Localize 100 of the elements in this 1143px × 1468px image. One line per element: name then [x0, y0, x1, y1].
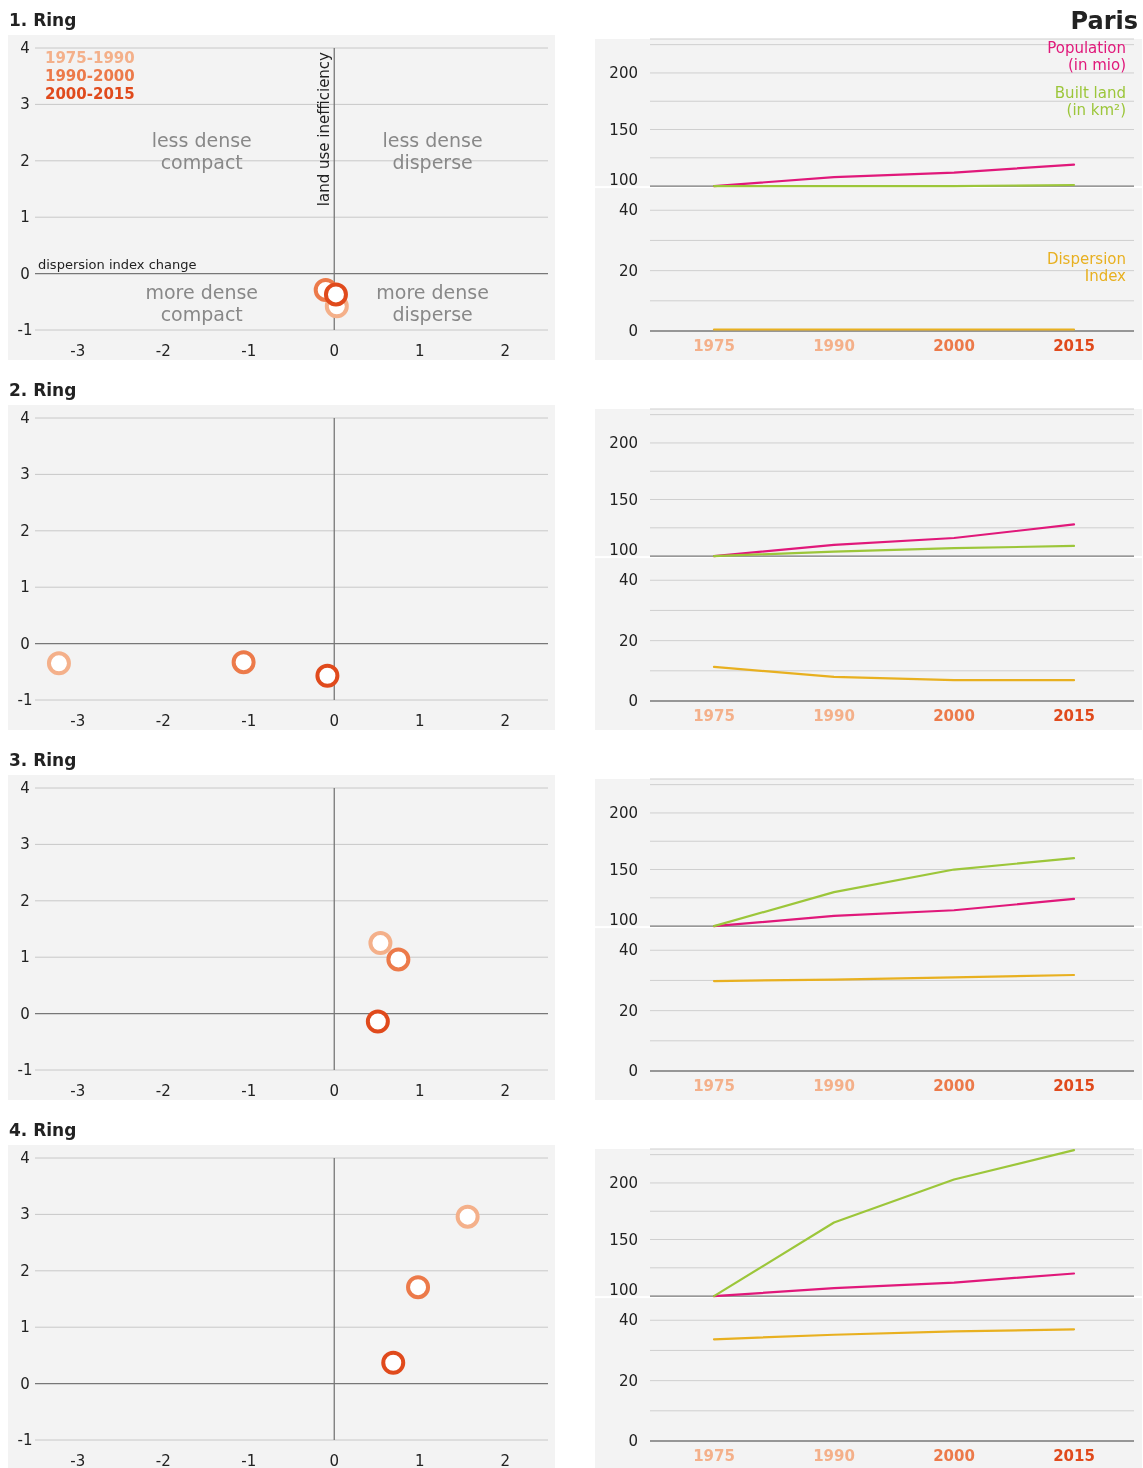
chart-title: Paris	[1070, 7, 1138, 35]
y-tick-label: 20	[618, 1001, 638, 1020]
annotation: more dense disperse	[376, 280, 489, 325]
x-tick-label: 2	[500, 1452, 511, 1468]
point	[365, 1009, 390, 1034]
x-tick-label: 1990	[813, 707, 855, 725]
y-tick-label: 20	[618, 1371, 638, 1390]
y-tick-label: 40	[618, 201, 638, 220]
x-tick-label: 0	[329, 342, 340, 360]
x-tick-label: 2015	[1053, 1447, 1095, 1465]
y-tick-label: 200	[609, 433, 638, 452]
y-axis-title: land use inefficiency	[315, 51, 334, 207]
y-tick-label: 1	[20, 948, 30, 967]
x-tick-label: -2	[155, 342, 171, 360]
y-tick-label: 2	[20, 151, 30, 170]
text: Population (in mio)	[1047, 39, 1126, 74]
point	[368, 931, 393, 956]
x-tick-label: -1	[241, 1452, 257, 1468]
y-tick-label: 3	[20, 835, 30, 854]
y-tick-label: 0	[628, 1432, 638, 1450]
x-tick-label: 2000	[933, 1447, 975, 1465]
annotation: less dense disperse	[382, 128, 483, 173]
y-tick-label: 40	[618, 1311, 638, 1330]
x-axis-title: dispersion index change	[38, 256, 197, 272]
y-tick-label: 3	[20, 95, 30, 114]
x-tick-label: -2	[155, 712, 171, 730]
y-tick-label: 40	[618, 571, 638, 590]
y-tick-label: -1	[17, 321, 33, 339]
x-tick-label: 1	[414, 1082, 425, 1100]
y-tick-label: 0	[20, 1374, 30, 1393]
x-tick-label: -1	[241, 1082, 257, 1100]
x-tick-label: 2	[500, 712, 511, 730]
y-tick-label: 150	[609, 120, 638, 139]
y-tick-label: 100	[609, 911, 638, 930]
x-tick-label: 1975	[693, 337, 735, 355]
x-tick-label: 1	[414, 1452, 425, 1468]
x-tick-label: -3	[70, 1082, 86, 1100]
y-tick-label: 40	[618, 941, 638, 960]
y-tick-label: 4	[20, 409, 30, 427]
y-tick-label: -1	[17, 1431, 33, 1449]
x-tick-label: 0	[329, 712, 340, 730]
y-tick-label: 2	[20, 1261, 30, 1280]
chart-title: 4. Ring	[9, 1120, 77, 1140]
y-tick-label: -1	[17, 1061, 33, 1079]
y-tick-label: 150	[609, 1230, 638, 1249]
y-tick-label: 200	[609, 1173, 638, 1192]
x-tick-label: -1	[241, 342, 257, 360]
y-tick-label: 20	[618, 631, 638, 650]
y-tick-label: 0	[628, 1062, 638, 1080]
text: 2000-2015	[45, 85, 135, 103]
text: Built land (in km²)	[1054, 84, 1126, 119]
y-tick-label: 1	[20, 578, 30, 597]
y-tick-label: 1	[20, 1318, 30, 1337]
x-tick-label: 0	[329, 1082, 340, 1100]
x-tick-label: 2015	[1053, 707, 1095, 725]
y-tick-label: 4	[20, 779, 30, 797]
x-tick-label: -1	[241, 712, 257, 730]
x-tick-label: 1	[414, 342, 425, 360]
y-tick-label: 100	[609, 171, 638, 190]
x-tick-label: 1	[414, 712, 425, 730]
point	[406, 1275, 431, 1300]
x-tick-label: 2015	[1053, 337, 1095, 355]
chart-title: 3. Ring	[9, 750, 77, 770]
y-tick-label: 3	[20, 1205, 30, 1224]
y-tick-label: 4	[20, 1149, 30, 1167]
y-tick-label: 1	[20, 208, 30, 227]
y-tick-label: 0	[20, 634, 30, 653]
text: 1990-2000	[45, 67, 135, 85]
y-tick-label: 100	[609, 1281, 638, 1300]
point	[455, 1204, 480, 1229]
x-tick-label: -2	[155, 1082, 171, 1100]
text: Dispersion Index	[1046, 250, 1127, 286]
y-tick-label: 200	[609, 63, 638, 82]
annotation: more dense compact	[145, 280, 259, 325]
y-tick-label: 0	[628, 322, 638, 340]
x-tick-label: 1990	[813, 1077, 855, 1095]
x-tick-label: 1990	[813, 337, 855, 355]
point	[381, 1350, 406, 1375]
y-tick-label: 0	[20, 264, 30, 283]
y-tick-label: 2	[20, 521, 30, 540]
x-tick-label: 2	[500, 342, 511, 360]
x-tick-label: 1990	[813, 1447, 855, 1465]
x-tick-label: -2	[155, 1452, 171, 1468]
x-tick-label: 1975	[693, 1077, 735, 1095]
y-tick-label: 150	[609, 860, 638, 879]
x-tick-label: 2	[500, 1082, 511, 1100]
x-tick-label: 1975	[693, 707, 735, 725]
y-tick-label: 100	[609, 541, 638, 560]
y-tick-label: 4	[20, 39, 30, 57]
chart-title: 2. Ring	[9, 380, 77, 400]
line-series	[712, 1328, 1076, 1341]
y-tick-label: 0	[20, 1004, 30, 1023]
y-tick-label: 150	[609, 490, 638, 509]
point	[386, 947, 411, 972]
x-tick-label: -3	[70, 342, 86, 360]
x-tick-label: 0	[329, 1452, 340, 1468]
text: 1975-1990	[45, 49, 135, 67]
line-series	[712, 973, 1076, 983]
annotation: less dense compact	[151, 128, 252, 173]
x-tick-label: -3	[70, 712, 86, 730]
